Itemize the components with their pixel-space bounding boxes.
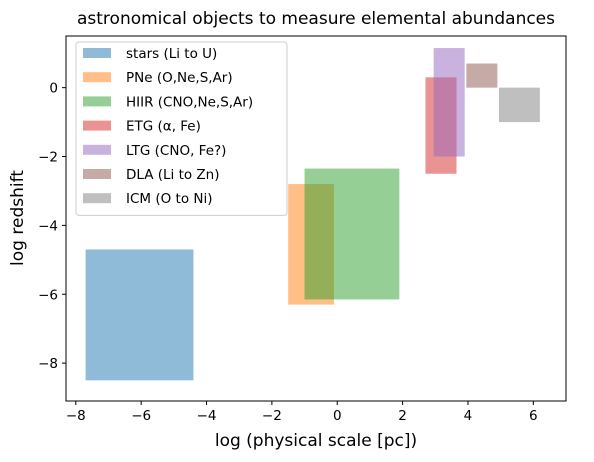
legend-swatch-4 — [83, 144, 111, 155]
region-6 — [499, 87, 540, 123]
x-tick-label: −4 — [197, 408, 217, 424]
legend-label-0: stars (Li to U) — [126, 46, 217, 62]
legend-swatch-6 — [83, 193, 111, 204]
x-tick-label: −8 — [66, 408, 86, 424]
x-tick-label: −2 — [262, 408, 282, 424]
region-4 — [433, 48, 465, 157]
y-tick-label: −6 — [38, 287, 58, 303]
chart-plot-area — [85, 48, 540, 381]
plot-frame — [65, 35, 567, 402]
legend-label-1: PNe (O,Ne,S,Ar) — [126, 70, 233, 86]
y-axis: −8 −6 −4 −2 0 — [38, 81, 66, 372]
region-5 — [466, 63, 498, 88]
legend: stars (Li to U) PNe (O,Ne,S,Ar) HIIR (CNO,… — [75, 41, 288, 216]
legend-swatch-5 — [83, 169, 111, 179]
y-tick-label: −2 — [38, 150, 58, 166]
y-axis-label: log redshift — [8, 170, 28, 266]
legend-label-3: ETG (α, Fe) — [126, 119, 201, 135]
region-0 — [85, 249, 194, 381]
legend-label-2: HIIR (CNO,Ne,S,Ar) — [126, 94, 253, 110]
legend-label-6: ICM (O to Ni) — [126, 191, 213, 207]
legend-swatch-2 — [83, 96, 111, 107]
y-tick-label: 0 — [49, 81, 58, 97]
region-2 — [304, 168, 400, 300]
legend-box — [75, 41, 288, 216]
y-tick-label: −8 — [38, 356, 58, 372]
x-axis: −8 −6 −4 −2 0 2 4 6 — [66, 401, 538, 424]
x-tick-label: 0 — [333, 408, 342, 424]
x-tick-label: 2 — [398, 408, 407, 424]
legend-label-4: LTG (CNO, Fe?) — [126, 143, 226, 159]
legend-swatch-0 — [83, 48, 111, 58]
x-tick-label: −6 — [131, 408, 151, 424]
legend-label-5: DLA (Li to Zn) — [126, 167, 220, 183]
y-tick-label: −4 — [38, 218, 58, 234]
chart-title: astronomical objects to measure elementa… — [77, 9, 555, 29]
legend-swatch-3 — [83, 120, 111, 131]
x-tick-label: 4 — [464, 408, 473, 424]
legend-swatch-1 — [83, 72, 111, 83]
x-axis-label: log (physical scale [pc]) — [215, 431, 417, 451]
x-tick-label: 6 — [529, 408, 538, 424]
